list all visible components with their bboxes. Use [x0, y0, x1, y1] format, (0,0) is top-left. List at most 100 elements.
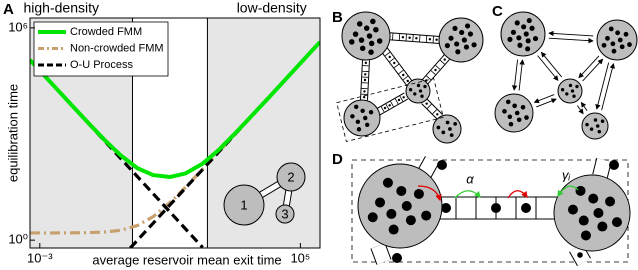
particle	[368, 40, 375, 47]
particle	[568, 83, 573, 88]
particle	[405, 215, 416, 226]
particle	[383, 106, 387, 110]
particle	[370, 18, 376, 25]
particle	[514, 110, 520, 116]
rate-label: α	[466, 171, 474, 186]
particle	[575, 84, 579, 89]
particle	[508, 121, 514, 127]
transfer-arrow	[518, 59, 525, 91]
particle	[463, 44, 470, 50]
particle	[452, 25, 458, 31]
inset-node	[276, 162, 306, 192]
particle	[402, 96, 405, 99]
channel-cell-wall	[384, 51, 391, 57]
particle	[386, 208, 397, 219]
particle	[521, 203, 531, 213]
channel-cell-wall	[393, 63, 400, 69]
particle	[520, 104, 526, 110]
particle	[366, 33, 373, 39]
particle	[471, 42, 477, 48]
particle	[382, 177, 393, 188]
reservoir	[343, 99, 381, 137]
particle	[589, 127, 594, 131]
particle	[441, 203, 451, 213]
channel-cell-wall	[439, 59, 445, 65]
particle	[627, 42, 632, 47]
particle	[593, 208, 604, 218]
particle	[415, 37, 418, 40]
particle	[436, 113, 439, 116]
y-tick-label: 10⁰	[8, 232, 28, 247]
transfer-arrow	[511, 59, 519, 91]
particle	[601, 42, 607, 48]
transfer-arrow	[582, 58, 604, 82]
reservoir	[341, 11, 391, 61]
particle	[421, 210, 432, 221]
channel	[371, 243, 391, 265]
entry-arrow	[557, 185, 579, 198]
channel-cell-wall	[398, 69, 404, 75]
transfer-arrow	[533, 94, 555, 104]
inset-node-label: 3	[281, 206, 288, 221]
x-tick-label: 10⁻³	[27, 250, 53, 265]
series-line	[30, 40, 320, 180]
particle	[600, 119, 605, 123]
particle	[605, 196, 616, 207]
channel-cell-wall	[385, 103, 390, 110]
particle	[453, 121, 458, 126]
particle	[376, 38, 383, 44]
particle	[597, 221, 608, 232]
particle	[352, 31, 359, 37]
channel-cell-wall	[426, 103, 432, 109]
region-label: high-density	[23, 0, 99, 16]
particle	[368, 49, 374, 55]
particle	[363, 90, 366, 93]
reservoir	[438, 17, 484, 63]
particle	[413, 188, 424, 199]
particle	[363, 25, 370, 31]
channel-cell-wall	[432, 109, 438, 115]
particle	[565, 92, 569, 96]
particle	[609, 160, 619, 170]
shaded-region	[207, 18, 320, 248]
particle	[516, 117, 522, 123]
reservoir	[581, 112, 609, 140]
reservoir	[432, 114, 462, 144]
channel-cell-wall	[426, 75, 432, 81]
channel-cell-wall	[430, 70, 436, 75]
particle	[615, 30, 621, 36]
particle	[585, 122, 589, 127]
particle	[368, 110, 374, 115]
hop-arrow	[507, 190, 528, 199]
particle	[575, 185, 586, 196]
particle	[572, 94, 576, 98]
transfer-arrow	[595, 62, 610, 110]
inset-node-label: 2	[287, 169, 294, 184]
particle	[524, 115, 529, 120]
transfer-arrow	[548, 30, 594, 37]
particle	[408, 88, 413, 92]
channel-cell-wall	[402, 75, 409, 81]
particle	[373, 26, 379, 33]
particle	[588, 193, 599, 204]
particle	[437, 160, 447, 170]
channel-cell-wall	[389, 57, 395, 63]
particle	[605, 35, 610, 41]
particle	[364, 61, 368, 65]
particle	[507, 114, 513, 120]
particle	[532, 35, 539, 42]
panel-label: D	[332, 151, 343, 168]
panel-label: C	[492, 3, 503, 20]
particle	[364, 73, 367, 76]
particle	[623, 31, 629, 37]
channel-cell-wall	[394, 98, 399, 105]
reservoir	[500, 11, 546, 57]
particle	[449, 133, 454, 137]
reservoir	[405, 78, 431, 104]
particle	[514, 20, 520, 26]
legend-label: Crowded FMM	[70, 26, 142, 38]
particle	[502, 109, 507, 114]
particle	[416, 83, 421, 88]
particle	[617, 37, 623, 43]
inset-node-label: 1	[240, 197, 247, 212]
